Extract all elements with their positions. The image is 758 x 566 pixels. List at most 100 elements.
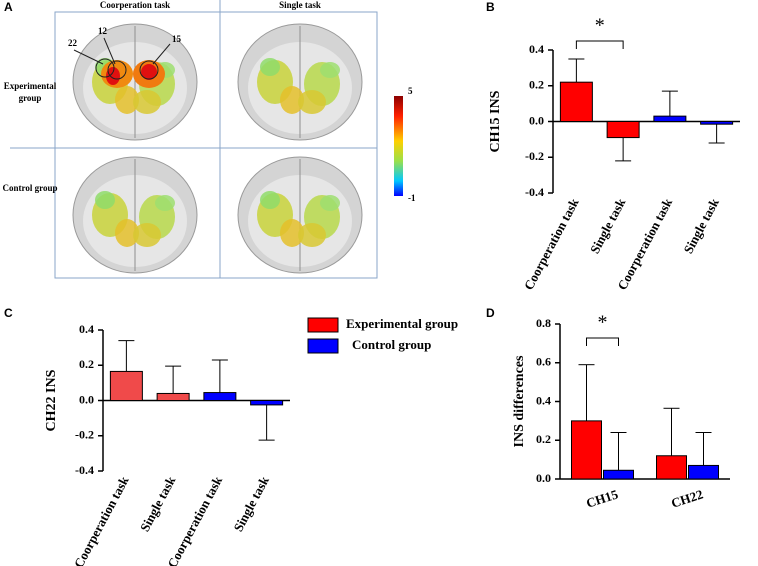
channel-circle [95,58,115,78]
x-tick-label: Single task [230,473,272,534]
channel-label: 12 [98,26,108,36]
y-axis-label: CH15 INS [488,90,503,152]
x-tick-label: CH22 [669,486,705,510]
bar [250,400,284,406]
column-label: Single task [279,0,321,10]
activation [280,86,304,114]
y-tick-label: 0.2 [529,78,544,92]
y-tick-label: 0.2 [536,432,551,446]
activation [320,195,340,211]
row-label: Experimental group [3,81,57,103]
significance-bracket [575,40,624,49]
panel-frame [54,11,378,279]
y-tick-label: 0.4 [536,393,551,407]
x-tick-label: Single task [587,195,629,256]
error-bar [568,58,585,83]
channel-circle [139,60,159,80]
channel-circle [107,60,127,80]
bar [203,392,237,402]
bar [156,392,190,402]
error-bar [695,432,712,466]
leader [152,43,171,65]
legend-label: Experimental group [346,316,458,331]
leader [103,37,116,65]
y-tick-label: 0.8 [536,316,551,330]
x-tick-label: Single task [680,195,722,256]
y-tick-label: -0.2 [525,149,544,163]
y-axis-label: CH22 INS [44,369,59,431]
panel-letter: B [486,0,495,14]
activation [280,219,304,247]
x-tick-label: Single task [137,473,179,534]
x-tick-label: Coorperation task [71,473,132,566]
channel-label: 22 [68,38,78,48]
x-tick-label: Coorperation task [521,195,582,292]
y-tick-label: 0.0 [79,392,94,406]
y-tick-label: 0.6 [536,355,551,369]
y-tick-label: -0.2 [75,428,94,442]
error-bar [663,407,680,456]
activation [106,67,120,85]
y-tick-label: 0.4 [79,322,94,336]
bar [688,464,719,480]
activation [133,223,161,247]
colorbar [394,96,403,196]
bar [700,121,734,125]
bar [571,420,602,480]
activation [298,223,326,247]
activation [298,90,326,114]
y-tick-label: 0.0 [529,113,544,127]
error-bar [615,137,632,162]
y-tick-label: 0.2 [79,357,94,371]
error-bar [661,90,678,117]
channel-label: 15 [172,34,182,44]
legend-label: Control group [352,337,431,352]
legend-swatch [307,338,339,354]
bar [603,469,634,480]
column-label: Coorperation task [100,0,170,10]
bar [656,455,687,480]
y-tick-label: -0.4 [525,185,544,199]
activation [260,191,280,209]
activation [95,191,115,209]
activation [320,62,340,78]
y-axis-label: INS differences [512,355,527,447]
activation [141,64,157,80]
bar [606,121,640,139]
error-bar [578,364,595,421]
row-label-box: Experimental group [3,81,57,103]
error-bar [165,365,182,394]
significance-label: * [598,312,608,334]
panel-letter: A [4,0,13,14]
y-tick-label: 0.4 [529,42,544,56]
y-tick-label: -0.4 [75,463,94,477]
bar [653,115,687,122]
error-bar [211,359,228,393]
significance-bracket [586,337,619,346]
leader [73,49,104,65]
error-bar [258,404,275,441]
colorbar-label: -1 [408,193,416,203]
y-tick-label: 0.0 [536,471,551,485]
activation [260,58,280,76]
row-label: Control group [2,183,58,193]
panel-letter: C [4,306,13,320]
bar [559,81,593,123]
error-bar [610,432,627,471]
colorbar-label: 5 [408,86,413,96]
legend-swatch [307,317,339,333]
error-bar [708,124,725,144]
activation [115,219,139,247]
significance-label: * [595,15,605,37]
error-bar [118,340,135,372]
brain-panel [72,23,363,274]
bar [109,370,143,402]
panel-letter: D [486,306,495,320]
activation [133,90,161,114]
activation [115,86,139,114]
x-tick-label: CH15 [584,486,620,510]
activation [155,195,175,211]
row-label-box: Control group [2,183,58,193]
